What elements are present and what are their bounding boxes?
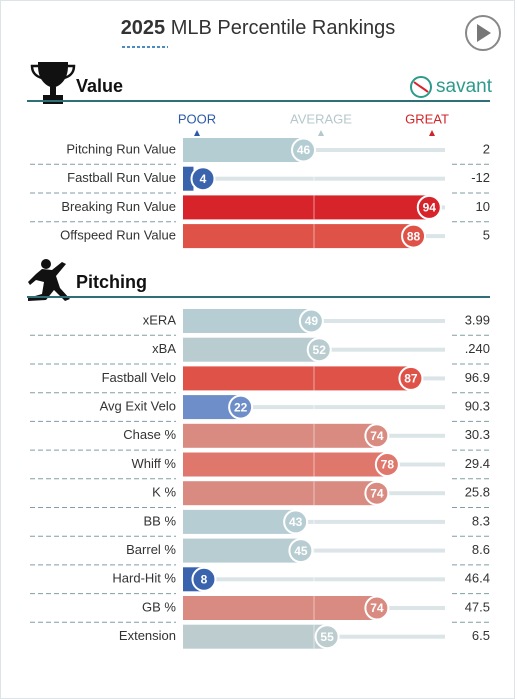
bar [183,423,377,448]
scale-average: AVERAGE [290,111,352,126]
bubble [291,137,317,163]
bubble [416,194,442,220]
bubble [228,394,254,420]
bubble [191,566,217,592]
bubble [401,223,427,249]
bubble-label: 43 [289,515,303,529]
bar [183,452,388,477]
title-text: MLB Percentile Rankings [171,17,396,39]
bar [183,596,377,620]
row-stat: 3.99 [465,312,490,327]
row-label: Hard-Hit % [112,571,176,586]
play-button[interactable] [465,15,501,51]
row-stat: 30.3 [465,427,490,442]
row-label: xERA [143,312,177,327]
bar [183,337,320,362]
row-stat: 90.3 [465,399,490,414]
bubble [314,624,340,650]
bar [183,538,301,563]
bar [183,138,304,162]
row-stat: 8.6 [472,542,490,557]
row-stat: 29.4 [465,456,490,471]
bubble [190,166,216,192]
bubble [306,337,332,363]
row-label: Pitching Run Value [66,141,176,156]
section-title: Pitching [76,272,147,292]
row-label: Breaking Run Value [61,199,176,214]
bar [183,224,414,249]
bar [183,481,377,506]
average-marker [318,130,324,136]
row-label: Fastball Run Value [67,170,176,185]
pitcher-icon [28,259,70,301]
bubble [298,308,324,334]
row-stat: 2 [483,141,490,156]
bubble-label: 45 [294,544,308,558]
row-label: GB % [142,599,176,614]
row-label: Whiff % [131,456,176,471]
row-label: Barrel % [126,542,176,557]
page-title: 2025 MLB Percentile Rankings [121,17,396,39]
bubble [364,480,390,506]
bubble [364,423,390,449]
bar [183,509,296,534]
savant-logo: savant [410,76,493,98]
trophy-icon [30,62,76,104]
row-stat: 5 [483,228,490,243]
bubble [374,452,400,477]
row-stat: 46.4 [465,571,490,586]
bubble [283,509,309,535]
bubble-label: 74 [370,486,384,500]
bar [183,195,430,220]
bubble [398,365,424,391]
bubble-label: 78 [381,458,395,472]
row-stat: 8.3 [472,513,490,528]
bubble-label: 55 [320,630,334,644]
row-label: K % [152,485,176,500]
bar [183,309,312,333]
bubble-label: 4 [200,172,207,186]
poor-marker [194,130,200,136]
bubble-label: 94 [423,201,437,215]
bubble-label: 74 [370,429,384,443]
logo-text: savant [436,76,493,97]
great-marker [429,130,435,136]
bubble [364,595,390,621]
row-stat: 10 [476,199,490,214]
play-icon[interactable] [477,24,491,42]
row-label: xBA [152,341,176,356]
bubble-label: 49 [305,314,319,328]
bubble [288,538,314,564]
row-stat: 96.9 [465,370,490,385]
row-label: Extension [119,628,176,643]
row-stat: -12 [471,170,490,185]
scale-poor: POOR [178,111,216,126]
row-label: Avg Exit Velo [100,399,176,414]
row-stat: 25.8 [465,485,490,500]
bubble-label: 74 [370,601,384,615]
bubble-label: 8 [201,572,208,586]
scale-great: GREAT [405,111,449,126]
row-label: Chase % [123,427,176,442]
bubble-label: 88 [407,229,421,243]
row-label: BB % [143,513,176,528]
row-stat: 6.5 [472,628,490,643]
row-stat: 47.5 [465,599,490,614]
bubble-label: 46 [297,143,311,157]
row-label: Offspeed Run Value [60,228,176,243]
title-year: 2025 [121,17,166,39]
bubble-label: 52 [313,343,327,357]
bar [183,624,328,649]
bar [183,166,194,191]
bubble-label: 22 [234,400,248,414]
bubble-label: 87 [404,372,418,386]
bar [183,366,411,391]
row-label: Fastball Velo [102,370,176,385]
row-stat: .240 [465,341,490,356]
section-title: Value [76,76,123,96]
